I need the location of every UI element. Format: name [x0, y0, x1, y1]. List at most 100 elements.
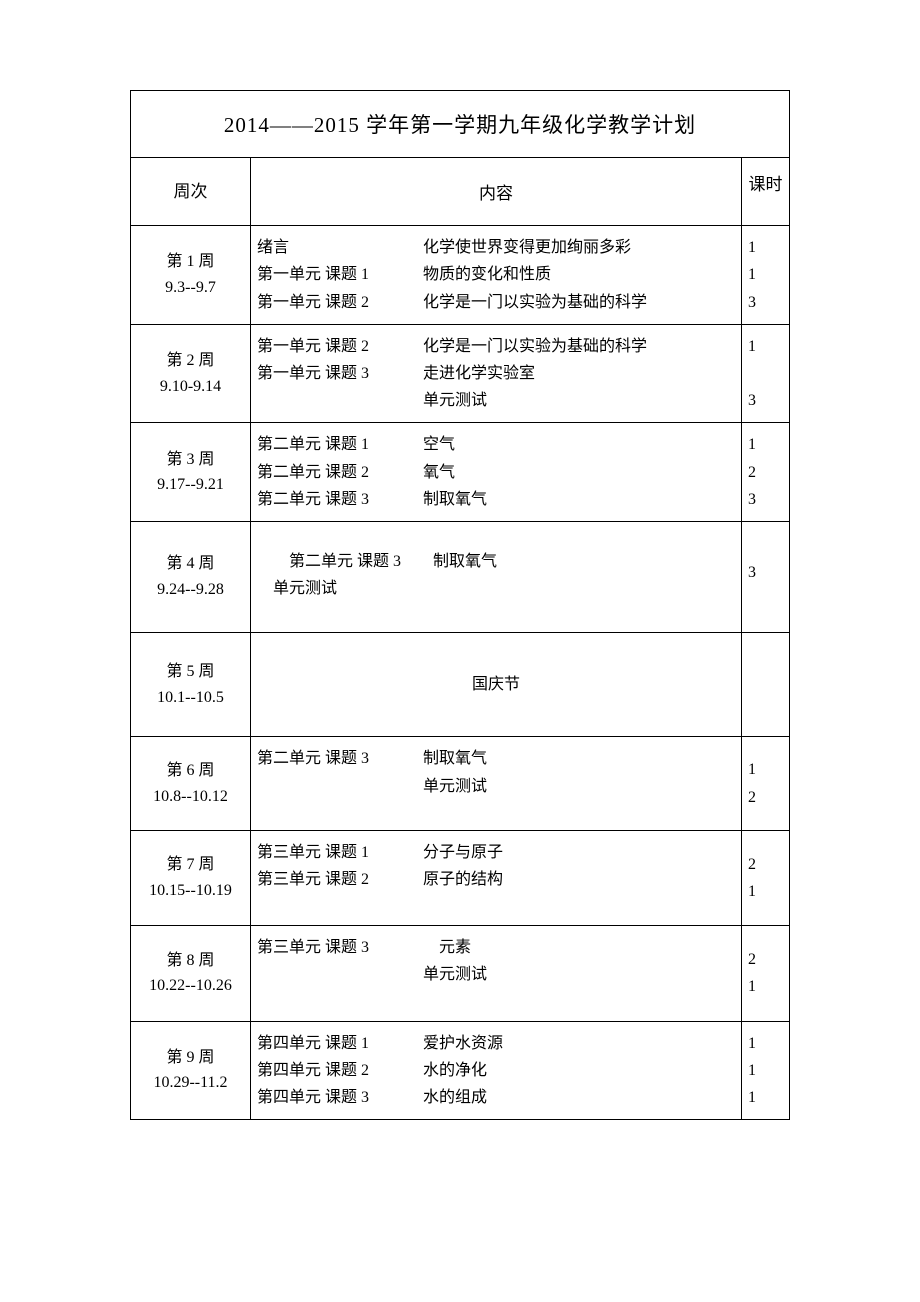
week-dates: 9.24--9.28	[137, 577, 244, 603]
content-right: 化学使世界变得更加绚丽多彩	[423, 234, 735, 261]
content-text: 国庆节	[472, 676, 520, 693]
hours-value: 1	[748, 1057, 783, 1084]
hours-value: 1	[748, 756, 783, 783]
content-cell: 第三单元 课题 3 元素 单元测试	[251, 926, 742, 1021]
content-left	[257, 961, 407, 988]
content-right: 物质的变化和性质	[423, 261, 735, 288]
header-week: 周次	[131, 158, 251, 226]
week-dates: 9.10-9.14	[137, 374, 244, 400]
hours-value: 3	[748, 559, 783, 586]
content-left: 第二单元 课题 2	[257, 459, 407, 486]
week-cell: 第 9 周 10.29--11.2	[131, 1021, 251, 1120]
content-left: 第一单元 课题 3	[257, 360, 407, 387]
content-right: 水的组成	[423, 1084, 735, 1111]
content-left: 第一单元 课题 2	[257, 289, 407, 316]
week-dates: 9.3--9.7	[137, 275, 244, 301]
content-right: 单元测试	[423, 773, 735, 800]
content-cell: 国庆节	[251, 633, 742, 737]
week-dates: 10.15--10.19	[137, 878, 244, 904]
content-right: 走进化学实验室	[423, 360, 735, 387]
week-cell: 第 1 周 9.3--9.7	[131, 226, 251, 325]
week-label: 第 9 周	[137, 1045, 244, 1071]
hours-cell: 2 1	[742, 926, 790, 1021]
content-cell: 第二单元 课题 1 空气 第二单元 课题 2 氧气 第二单元 课题 3 制取氧气	[251, 423, 742, 522]
hours-value: 1	[748, 234, 783, 261]
hours-value: 2	[748, 946, 783, 973]
week-cell: 第 8 周 10.22--10.26	[131, 926, 251, 1021]
week-cell: 第 2 周 9.10-9.14	[131, 324, 251, 423]
hours-value: 3	[748, 289, 783, 316]
content-left	[257, 387, 407, 414]
content-right: 制取氧气	[423, 486, 735, 513]
content-left: 第四单元 课题 3	[257, 1084, 407, 1111]
header-row: 周次 内容 课时	[131, 158, 790, 226]
hours-cell	[742, 633, 790, 737]
content-line: 第二单元 课题 3 制取氧气	[257, 548, 735, 575]
hours-cell: 1 1 1	[742, 1021, 790, 1120]
header-content: 内容	[251, 158, 742, 226]
hours-value: 1	[748, 333, 783, 360]
week-label: 第 3 周	[137, 447, 244, 473]
content-right: 空气	[423, 431, 735, 458]
content-left: 第四单元 课题 1	[257, 1030, 407, 1057]
hours-cell: 1 1 3	[742, 226, 790, 325]
content-cell: 第二单元 课题 3 制取氧气 单元测试	[251, 737, 742, 830]
table-row: 第 4 周 9.24--9.28 第二单元 课题 3 制取氧气 单元测试 3	[131, 521, 790, 632]
week-dates: 10.8--10.12	[137, 784, 244, 810]
content-left: 第三单元 课题 2	[257, 866, 407, 893]
content-right: 氧气	[423, 459, 735, 486]
week-dates: 9.17--9.21	[137, 472, 244, 498]
hours-value: 3	[748, 486, 783, 513]
hours-cell: 1 2	[742, 737, 790, 830]
content-right: 化学是一门以实验为基础的科学	[423, 333, 735, 360]
title-row: 2014——2015 学年第一学期九年级化学教学计划	[131, 91, 790, 158]
content-right: 化学是一门以实验为基础的科学	[423, 289, 735, 316]
document-title: 2014——2015 学年第一学期九年级化学教学计划	[131, 91, 790, 158]
content-left: 第二单元 课题 3	[257, 745, 407, 772]
week-dates: 10.1--10.5	[137, 685, 244, 711]
content-cell: 第一单元 课题 2 化学是一门以实验为基础的科学 第一单元 课题 3 走进化学实…	[251, 324, 742, 423]
week-label: 第 7 周	[137, 852, 244, 878]
week-dates: 10.29--11.2	[137, 1070, 244, 1096]
week-label: 第 4 周	[137, 551, 244, 577]
content-right: 制取氧气	[423, 745, 735, 772]
hours-value	[748, 360, 783, 387]
content-left: 第三单元 课题 1	[257, 839, 407, 866]
week-label: 第 8 周	[137, 948, 244, 974]
content-right: 原子的结构	[423, 866, 735, 893]
content-right: 爱护水资源	[423, 1030, 735, 1057]
hours-value: 2	[748, 784, 783, 811]
table-row: 第 6 周 10.8--10.12 第二单元 课题 3 制取氧气 单元测试 1 …	[131, 737, 790, 830]
week-label: 第 2 周	[137, 348, 244, 374]
week-dates: 10.22--10.26	[137, 973, 244, 999]
week-label: 第 6 周	[137, 758, 244, 784]
content-left: 第二单元 课题 1	[257, 431, 407, 458]
content-line: 单元测试	[257, 575, 735, 602]
table-row: 第 1 周 9.3--9.7 绪言 化学使世界变得更加绚丽多彩 第一单元 课题 …	[131, 226, 790, 325]
week-cell: 第 4 周 9.24--9.28	[131, 521, 251, 632]
hours-value: 1	[748, 1030, 783, 1057]
content-left: 第二单元 课题 3	[257, 486, 407, 513]
content-right: 单元测试	[423, 961, 735, 988]
hours-cell: 1 3	[742, 324, 790, 423]
content-left: 第一单元 课题 1	[257, 261, 407, 288]
hours-value: 1	[748, 431, 783, 458]
content-left	[257, 773, 407, 800]
content-right: 分子与原子	[423, 839, 735, 866]
content-cell: 第四单元 课题 1 爱护水资源 第四单元 课题 2 水的净化 第四单元 课题 3…	[251, 1021, 742, 1120]
hours-value: 1	[748, 878, 783, 905]
week-cell: 第 6 周 10.8--10.12	[131, 737, 251, 830]
content-left: 绪言	[257, 234, 407, 261]
week-cell: 第 5 周 10.1--10.5	[131, 633, 251, 737]
table-row: 第 3 周 9.17--9.21 第二单元 课题 1 空气 第二单元 课题 2 …	[131, 423, 790, 522]
hours-value: 1	[748, 261, 783, 288]
hours-cell: 2 1	[742, 830, 790, 925]
hours-value: 1	[748, 973, 783, 1000]
week-cell: 第 7 周 10.15--10.19	[131, 830, 251, 925]
hours-cell: 1 2 3	[742, 423, 790, 522]
week-label: 第 5 周	[137, 659, 244, 685]
hours-value: 2	[748, 459, 783, 486]
week-label: 第 1 周	[137, 249, 244, 275]
hours-cell: 3	[742, 521, 790, 632]
table-row: 第 5 周 10.1--10.5 国庆节	[131, 633, 790, 737]
